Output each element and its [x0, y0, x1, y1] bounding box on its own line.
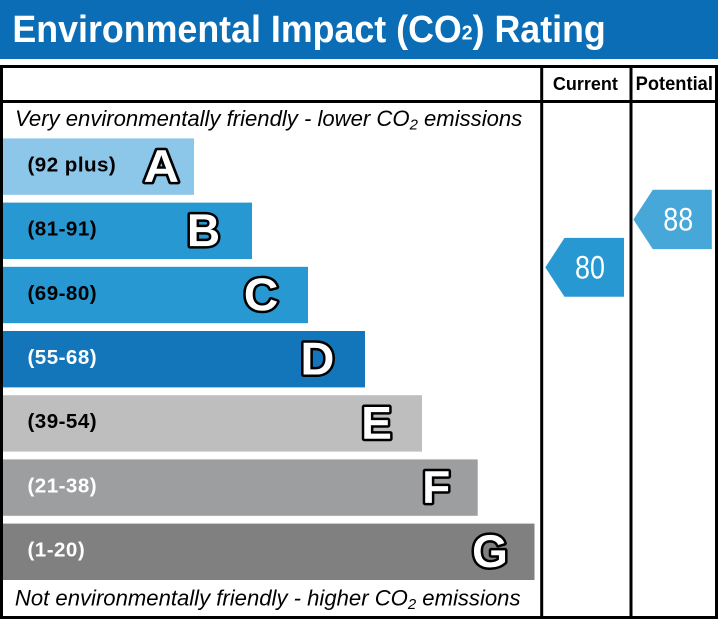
svg-text:(55-68): (55-68) [28, 346, 98, 369]
svg-text:(39-54): (39-54) [28, 410, 98, 433]
svg-text:(1-20): (1-20) [28, 539, 86, 562]
svg-text:(81-91): (81-91) [28, 218, 98, 241]
svg-text:88: 88 [663, 202, 693, 238]
svg-text:(69-80): (69-80) [28, 282, 98, 305]
svg-text:(92 plus): (92 plus) [28, 153, 117, 176]
svg-text:Potential: Potential [636, 72, 713, 94]
svg-text:Very environmentally friendly: Very environmentally friendly - lower CO… [15, 106, 522, 133]
svg-text:Environmental Impact (CO2) Rat: Environmental Impact (CO2) Rating [12, 8, 605, 50]
svg-text:(21-38): (21-38) [28, 474, 98, 497]
svg-text:Not environmentally friendly -: Not environmentally friendly - higher CO… [15, 586, 521, 613]
svg-text:Current: Current [553, 72, 618, 94]
svg-text:80: 80 [575, 251, 605, 287]
